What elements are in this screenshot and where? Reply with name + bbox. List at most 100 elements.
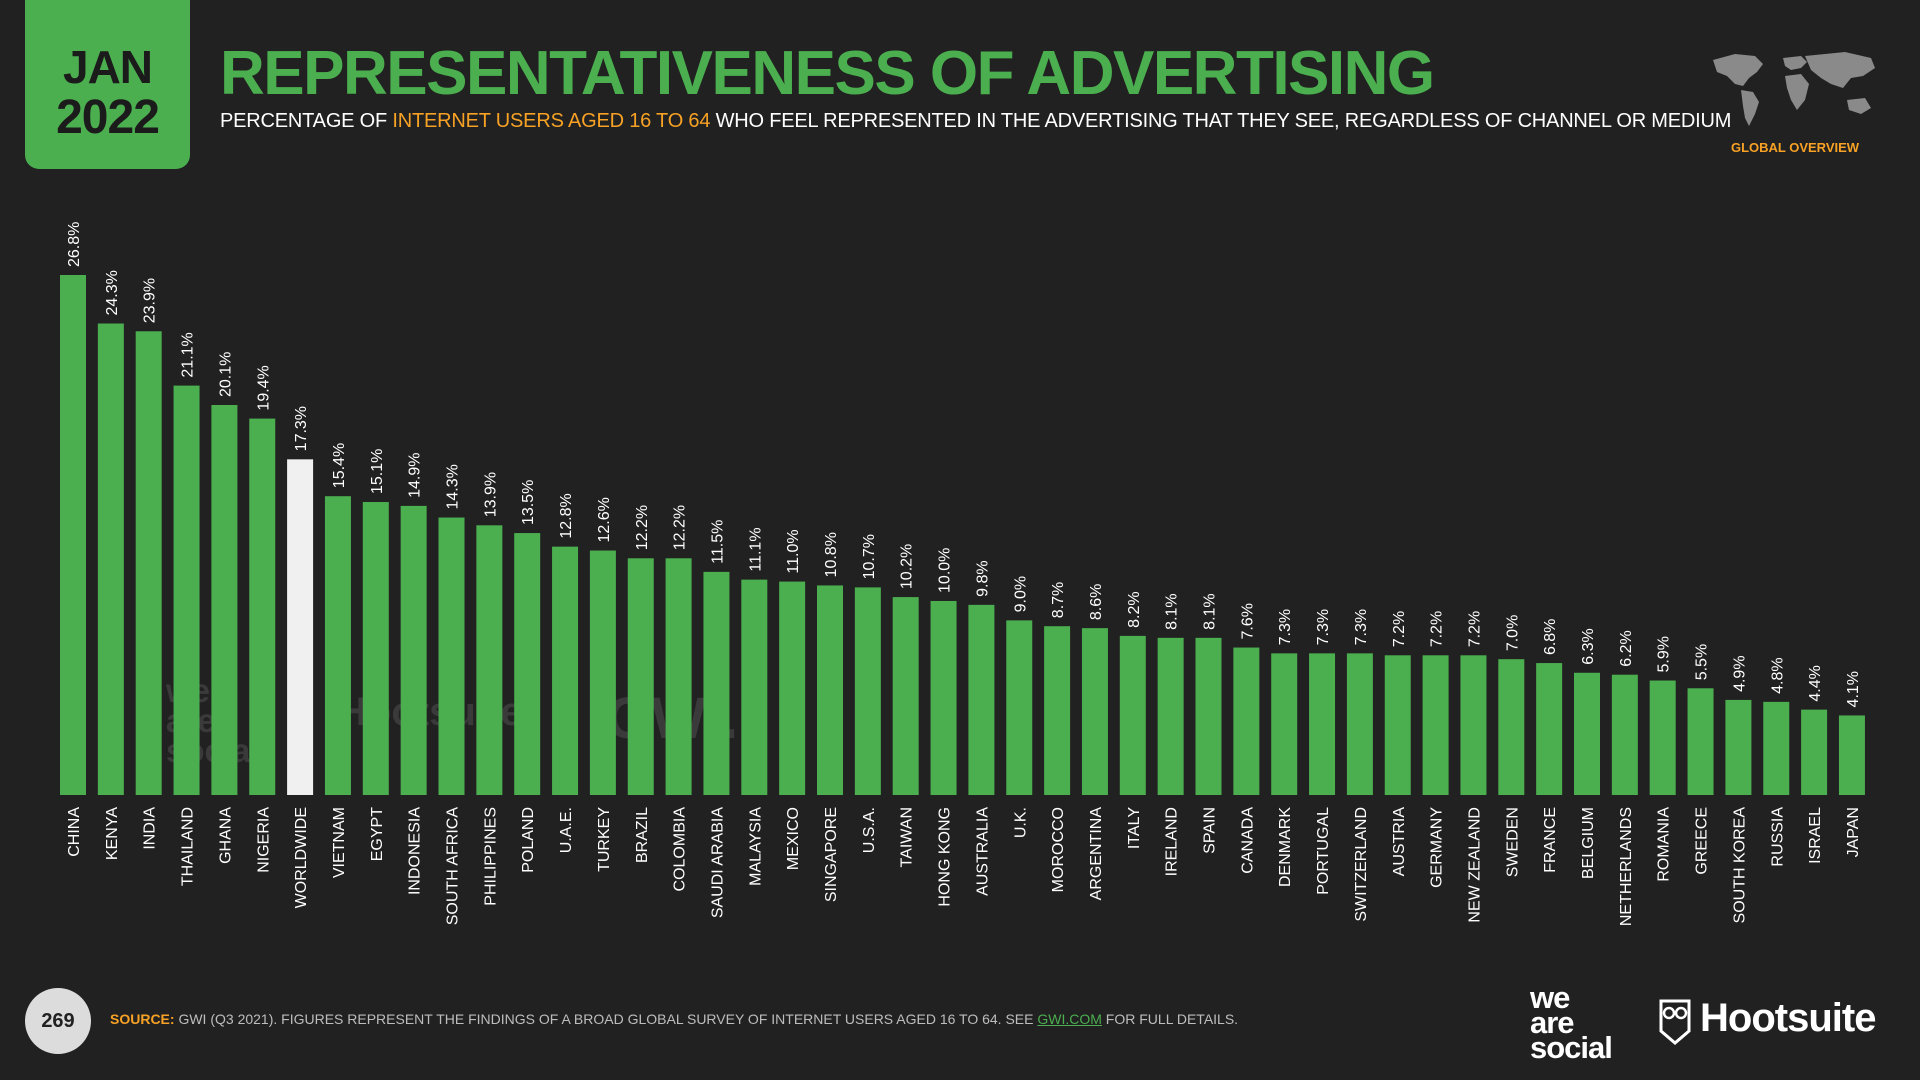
date-badge: JAN 2022 [25, 0, 190, 169]
source-link[interactable]: GWI.COM [1037, 1011, 1102, 1027]
value-label-india: 23.9% [142, 278, 159, 323]
we-are-social-logo: we are social [1530, 982, 1613, 1063]
bar-hong-kong [930, 600, 957, 795]
value-label-portugal: 7.3% [1315, 609, 1332, 645]
bar-turkey [589, 550, 616, 795]
bar-romania [1649, 680, 1676, 795]
value-label-italy: 8.2% [1126, 591, 1143, 627]
hootsuite-logo: Hootsuite [1700, 996, 1876, 1040]
category-label-south-africa: SOUTH AFRICA [445, 807, 462, 926]
category-label-spain: SPAIN [1202, 807, 1219, 854]
bar-worldwide [287, 459, 314, 795]
bar-italy [1119, 635, 1146, 795]
bar-vietnam [324, 496, 351, 795]
bar-portugal [1309, 653, 1336, 795]
category-label-nigeria: NIGERIA [255, 807, 272, 873]
value-label-greece: 5.5% [1694, 644, 1711, 680]
bar-israel [1801, 709, 1828, 795]
category-label-belgium: BELGIUM [1580, 807, 1597, 879]
bar-saudi-arabia [703, 571, 730, 795]
bar-kenya [97, 323, 124, 795]
source-label: SOURCE: [110, 1011, 175, 1027]
value-label-ghana: 20.1% [217, 352, 234, 397]
bar-malaysia [741, 579, 768, 795]
source-text: GWI (Q3 2021). FIGURES REPRESENT THE FIN… [174, 1011, 1038, 1027]
bar-south-africa [438, 517, 465, 795]
value-label-saudi-arabia: 11.5% [709, 520, 726, 564]
bar-netherlands [1611, 674, 1638, 795]
bar-australia [968, 604, 995, 795]
category-label-singapore: SINGAPORE [823, 807, 840, 902]
category-label-south-korea: SOUTH KOREA [1731, 807, 1748, 924]
value-label-poland: 13.5% [520, 480, 537, 525]
bar-greece [1687, 688, 1714, 795]
value-label-morocco: 8.7% [1050, 582, 1067, 618]
value-label-netherlands: 6.2% [1618, 630, 1635, 666]
value-label-argentina: 8.6% [1088, 584, 1105, 620]
category-label-china: CHINA [66, 807, 83, 857]
category-label-israel: ISRAEL [1807, 807, 1824, 864]
value-label-worldwide: 17.3% [293, 406, 310, 451]
category-label-hong-kong: HONG KONG [937, 807, 954, 907]
value-label-switzerland: 7.3% [1353, 609, 1370, 645]
bar-u-a-e [552, 546, 579, 795]
category-label-philippines: PHILIPPINES [482, 807, 499, 906]
category-label-netherlands: NETHERLANDS [1618, 807, 1635, 926]
value-label-denmark: 7.3% [1277, 609, 1294, 645]
category-label-u-k: U.K. [1012, 807, 1029, 838]
bar-thailand [173, 385, 200, 795]
category-label-malaysia: MALAYSIA [747, 807, 764, 886]
category-label-italy: ITALY [1126, 807, 1143, 849]
value-label-south-korea: 4.9% [1731, 655, 1748, 691]
bar-germany [1422, 655, 1449, 795]
bar-singapore [817, 585, 843, 795]
category-label-brazil: BRAZIL [634, 807, 651, 863]
category-label-japan: JAPAN [1845, 807, 1862, 857]
category-label-worldwide: WORLDWIDE [293, 807, 310, 908]
category-label-saudi-arabia: SAUDI ARABIA [709, 807, 726, 918]
category-label-morocco: MOROCCO [1050, 807, 1067, 892]
category-label-u-a-e: U.A.E. [558, 807, 575, 853]
value-label-romania: 5.9% [1656, 636, 1673, 672]
value-label-japan: 4.1% [1845, 671, 1862, 707]
value-label-canada: 7.6% [1239, 603, 1256, 639]
value-label-israel: 4.4% [1807, 665, 1824, 701]
world-map-icon [1705, 48, 1885, 133]
value-label-south-africa: 14.3% [445, 464, 462, 509]
bar-denmark [1271, 653, 1298, 795]
value-label-vietnam: 15.4% [331, 443, 348, 488]
value-label-u-a-e: 12.8% [558, 493, 575, 538]
bar-canada [1233, 647, 1260, 795]
value-label-china: 26.8% [66, 222, 83, 267]
bar-argentina [1081, 628, 1108, 795]
section-label: GLOBAL OVERVIEW [1730, 140, 1860, 155]
page-subtitle: PERCENTAGE OF INTERNET USERS AGED 16 TO … [220, 110, 1731, 133]
bar-belgium [1574, 672, 1600, 795]
value-label-sweden: 7.0% [1504, 615, 1521, 651]
value-label-spain: 8.1% [1202, 593, 1219, 629]
category-label-russia: RUSSIA [1769, 807, 1786, 867]
category-label-australia: AUSTRALIA [974, 807, 991, 896]
value-label-germany: 7.2% [1429, 611, 1446, 647]
value-label-belgium: 6.3% [1580, 628, 1597, 664]
value-label-hong-kong: 10.0% [937, 548, 954, 593]
value-label-kenya: 24.3% [104, 270, 121, 315]
bar-sweden [1498, 659, 1525, 795]
bar-taiwan [892, 597, 919, 795]
value-label-turkey: 12.6% [596, 497, 613, 542]
category-label-germany: GERMANY [1429, 807, 1446, 888]
category-label-turkey: TURKEY [596, 807, 613, 872]
value-label-nigeria: 19.4% [255, 365, 272, 410]
brand-are: are [1530, 1005, 1575, 1040]
category-label-mexico: MEXICO [785, 807, 802, 870]
category-label-france: FRANCE [1542, 807, 1559, 873]
bar-ireland [1157, 637, 1184, 795]
bar-poland [514, 533, 541, 795]
value-label-russia: 4.8% [1769, 657, 1786, 693]
bar-spain [1195, 637, 1222, 795]
page-number: 269 [25, 988, 91, 1054]
category-label-taiwan: TAIWAN [899, 807, 916, 867]
category-label-romania: ROMANIA [1656, 807, 1673, 882]
subtitle-highlight: INTERNET USERS AGED 16 TO 64 [392, 110, 711, 132]
